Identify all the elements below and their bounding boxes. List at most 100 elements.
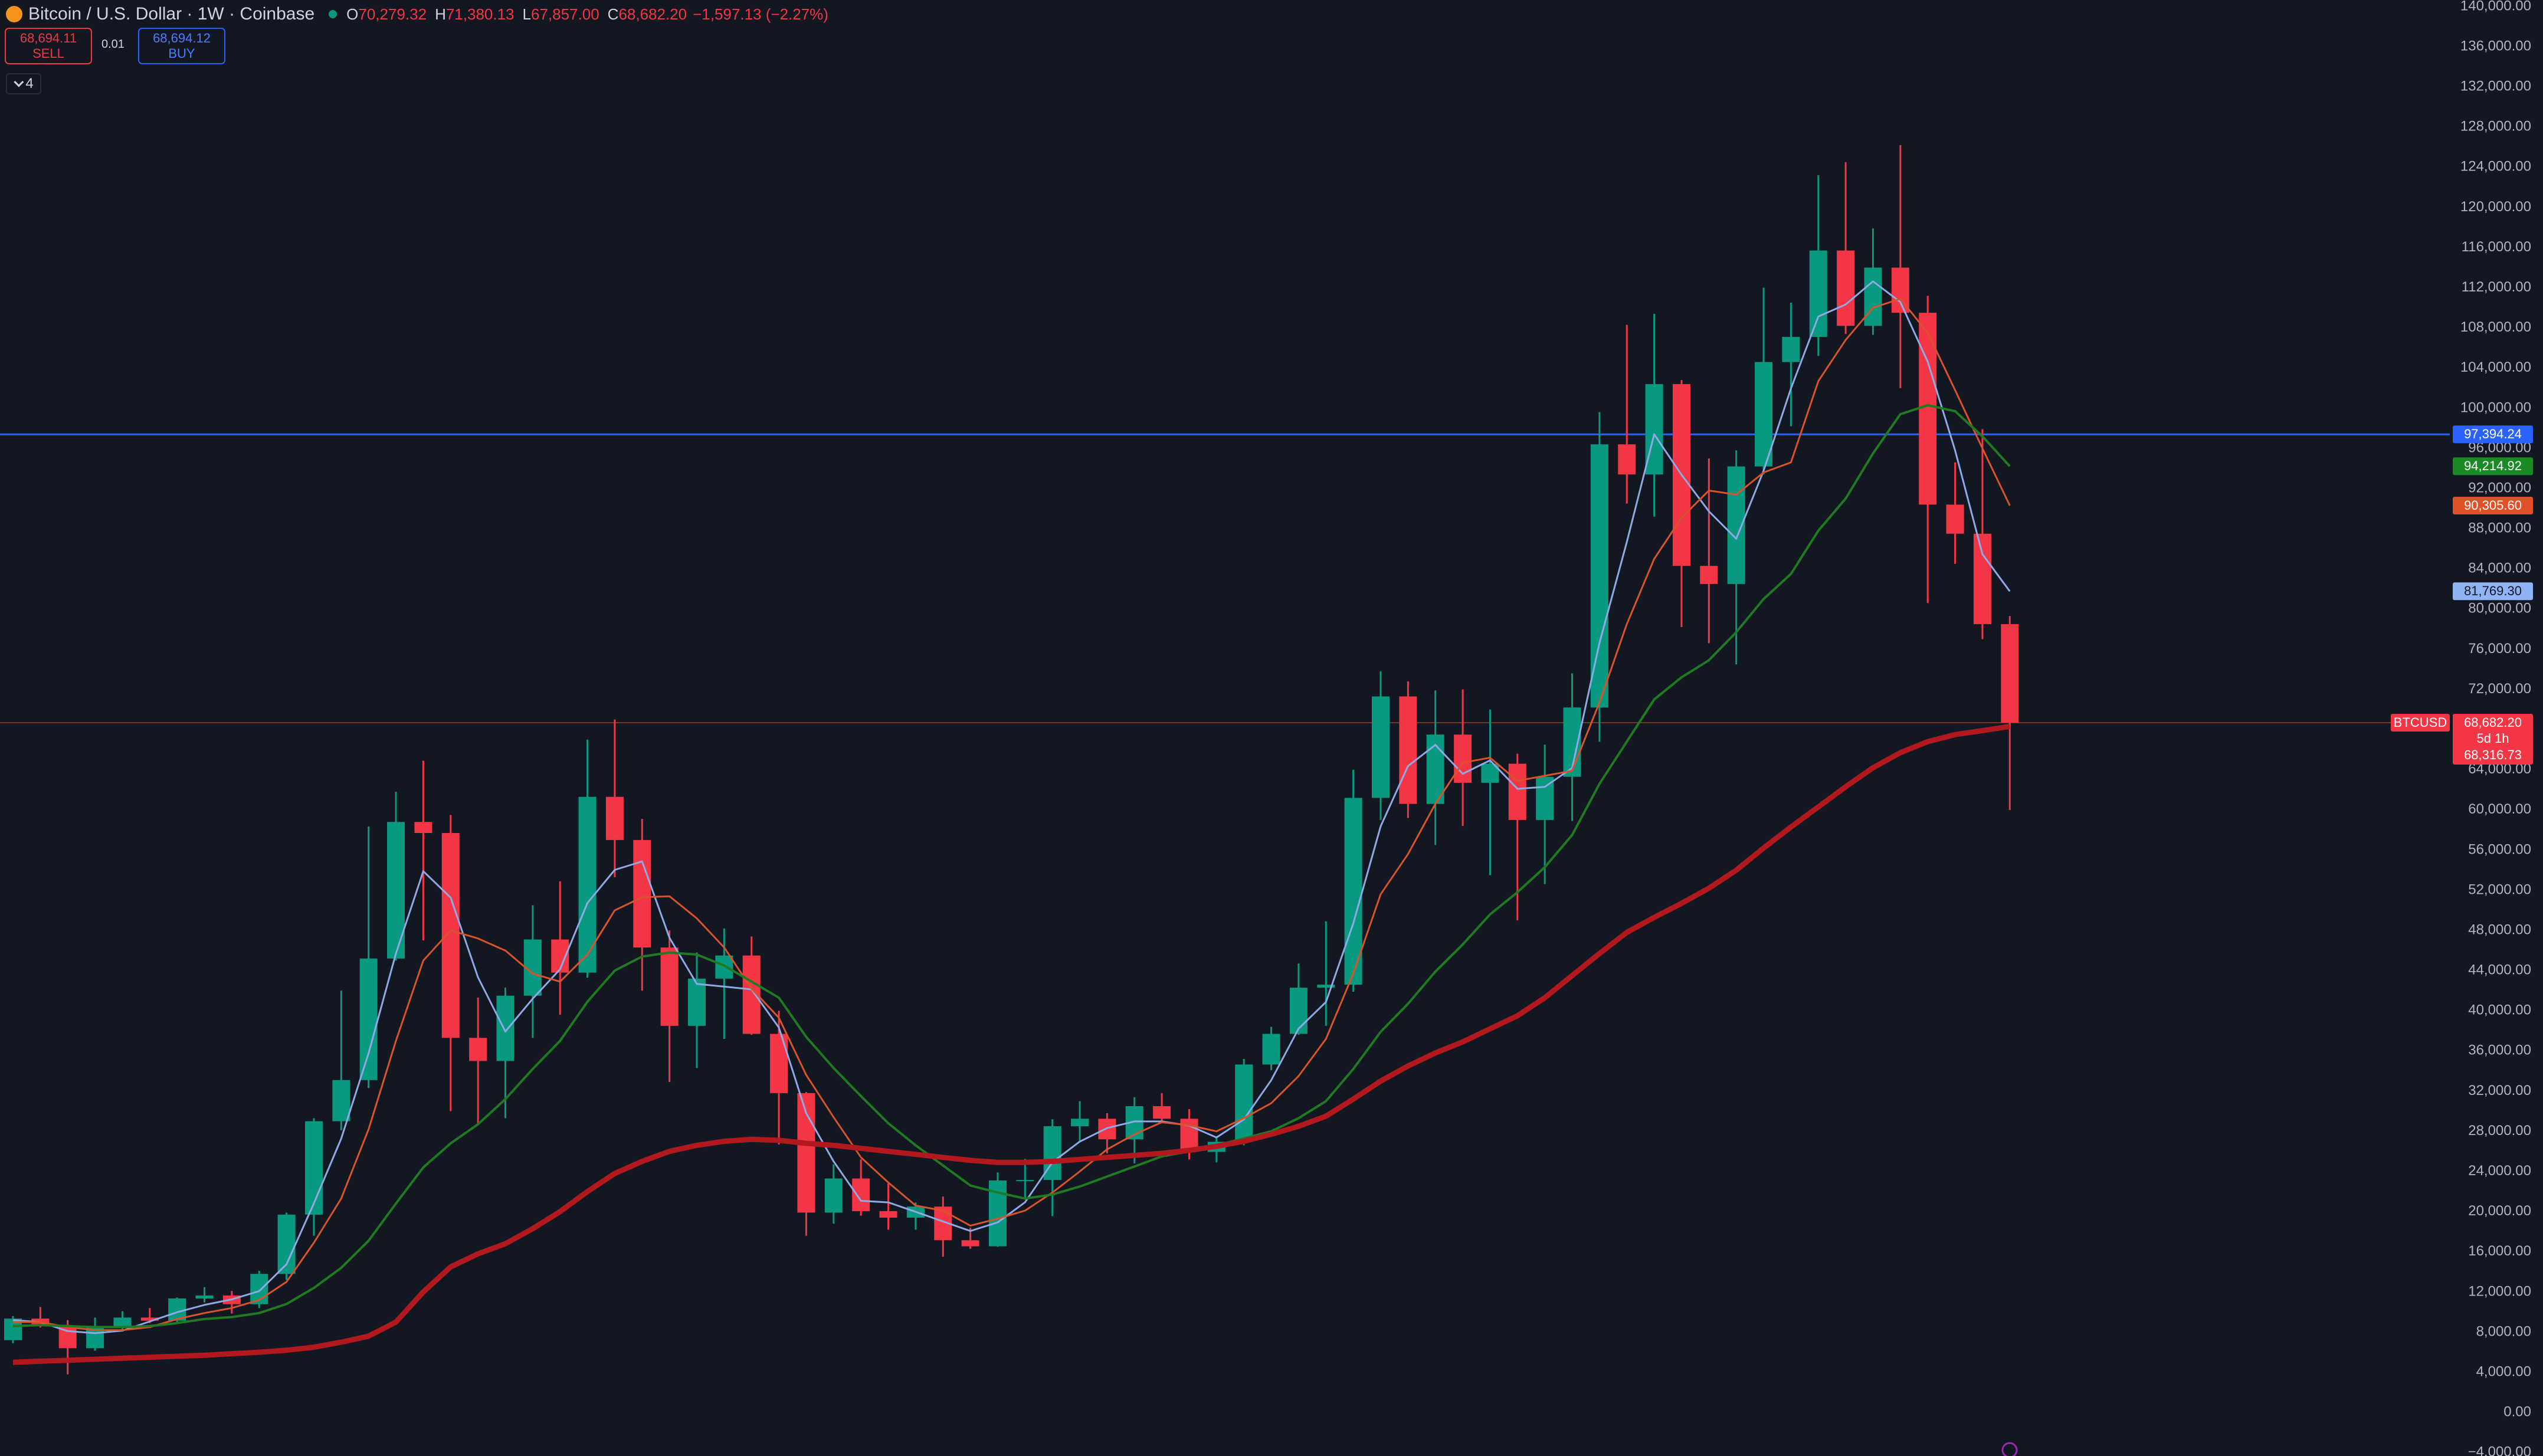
y-tick-label: 32,000.00 <box>2468 1083 2531 1098</box>
y-tick-label: 48,000.00 <box>2468 922 2531 937</box>
ohlc-values: O70,279.32 H71,380.13 L67,857.00 C68,682.20 <box>346 5 687 24</box>
candle-body <box>961 1240 979 1247</box>
y-tick-label: 140,000.00 <box>2460 0 2531 14</box>
symbol-tag-text: BTCUSD <box>2394 715 2447 730</box>
candle-body <box>879 1211 897 1218</box>
symbol-tag: BTCUSD <box>2391 714 2450 732</box>
ohlc-label: H <box>435 5 446 23</box>
quantity[interactable]: 0.01 <box>101 38 124 51</box>
y-tick-label: 132,000.00 <box>2460 78 2531 94</box>
y-tick-label: 4,000.00 <box>2476 1363 2531 1379</box>
y-tick-label: 124,000.00 <box>2460 159 2531 175</box>
buy-label: BUY <box>168 46 195 61</box>
candle-body <box>1837 250 1855 326</box>
candle-body <box>1372 696 1390 798</box>
y-tick-label: 36,000.00 <box>2468 1042 2531 1058</box>
y-tick-label: 128,000.00 <box>2460 119 2531 135</box>
buy-price: 68,694.12 <box>153 31 211 45</box>
candle-body <box>1317 985 1335 988</box>
y-tick-label: 44,000.00 <box>2468 962 2531 978</box>
y-tick-label: 8,000.00 <box>2476 1323 2531 1339</box>
sell-button[interactable]: 68,694.11 SELL <box>5 28 92 64</box>
moving-average <box>12 280 2011 1334</box>
ohlc-value: 68,682.20 <box>618 5 687 23</box>
candle-body <box>441 832 460 1038</box>
candle-body <box>1235 1064 1253 1142</box>
ohlc-value: 67,857.00 <box>530 5 599 23</box>
hline-tag-bg <box>2453 425 2533 444</box>
ma-tag-text: 81,769.30 <box>2464 583 2522 598</box>
buy-button[interactable]: 68,694.12 BUY <box>138 28 225 64</box>
ma-tag-bg <box>2453 582 2533 601</box>
y-tick-label: 84,000.00 <box>2468 560 2531 576</box>
event-icon[interactable] <box>2001 1442 2018 1456</box>
candle-body <box>469 1038 487 1061</box>
market-status <box>329 10 337 18</box>
y-tick-label: 24,000.00 <box>2468 1163 2531 1179</box>
candle-body <box>1262 1034 1280 1065</box>
y-tick-label: 108,000.00 <box>2460 319 2531 335</box>
candle-body <box>1618 444 1636 475</box>
candle-body <box>660 947 679 1026</box>
ohlc-item: H71,380.13 <box>435 5 514 24</box>
candle-body <box>1700 566 1718 584</box>
y-tick-label: 52,000.00 <box>2468 881 2531 897</box>
y-tick-label: 136,000.00 <box>2460 38 2531 54</box>
candle-body <box>633 840 651 948</box>
countdown: 5d 1h <box>2476 731 2509 746</box>
y-tick-label: 56,000.00 <box>2468 841 2531 857</box>
moving-average <box>13 297 2011 1332</box>
candle-body <box>414 822 432 833</box>
y-tick-label: 60,000.00 <box>2468 801 2531 817</box>
ohlc-label: O <box>346 5 359 23</box>
symbol-title[interactable]: Bitcoin / U.S. Dollar · 1W · Coinbase <box>28 4 315 24</box>
ma-tag: 94,214.92 <box>2453 457 2533 476</box>
candle-body <box>688 978 706 1026</box>
candle-body <box>1755 362 1773 467</box>
y-tick-label: 76,000.00 <box>2468 641 2531 657</box>
moving-average <box>12 723 2010 1365</box>
candle-body <box>113 1317 132 1326</box>
candle-body <box>496 995 515 1061</box>
ma-tag-text: 94,214.92 <box>2464 458 2522 473</box>
y-tick-label: 12,000.00 <box>2468 1283 2531 1299</box>
candle-body <box>1919 313 1937 505</box>
candle-body <box>1782 337 1800 362</box>
y-tick-label: 20,000.00 <box>2468 1203 2531 1219</box>
y-tick-label: −4,000.00 <box>2468 1444 2531 1456</box>
price-block <box>2453 714 2533 765</box>
candle-body <box>1973 533 1991 624</box>
candle-body <box>387 822 405 959</box>
candle-body <box>2001 624 2019 723</box>
candle-body <box>1016 1180 1034 1182</box>
ma-tag-bg <box>2453 496 2533 514</box>
ohlc-value: 71,380.13 <box>445 5 515 23</box>
candle-body <box>332 1080 350 1121</box>
ohlc-item: L67,857.00 <box>523 5 599 24</box>
candle-body <box>1289 988 1307 1034</box>
candle-body <box>195 1295 214 1299</box>
candle-body <box>852 1178 870 1211</box>
candle-body <box>1508 763 1526 820</box>
candle-body <box>1071 1119 1089 1127</box>
y-tick-label: 72,000.00 <box>2468 681 2531 697</box>
candle-body <box>304 1121 323 1215</box>
candle-body <box>1344 798 1362 985</box>
ma-tag: 81,769.30 <box>2453 582 2533 601</box>
y-tick-label: 16,000.00 <box>2468 1243 2531 1259</box>
ma-tag-text: 90,305.60 <box>2464 498 2522 513</box>
indicators-toggle[interactable]: 4 <box>6 73 41 94</box>
moving-average <box>12 404 2011 1329</box>
candle-body <box>1536 776 1554 820</box>
bitcoin-icon <box>6 6 22 22</box>
candle-body <box>605 796 624 840</box>
hline-tag-text: 97,394.24 <box>2464 427 2522 441</box>
candle-body <box>824 1178 843 1213</box>
y-tick-label: 40,000.00 <box>2468 1002 2531 1018</box>
y-tick-label: 92,000.00 <box>2468 480 2531 496</box>
y-tick-label: 80,000.00 <box>2468 601 2531 616</box>
y-tick-label: 100,000.00 <box>2460 399 2531 415</box>
candle-body <box>1454 734 1472 783</box>
sell-price: 68,694.11 <box>19 31 77 45</box>
